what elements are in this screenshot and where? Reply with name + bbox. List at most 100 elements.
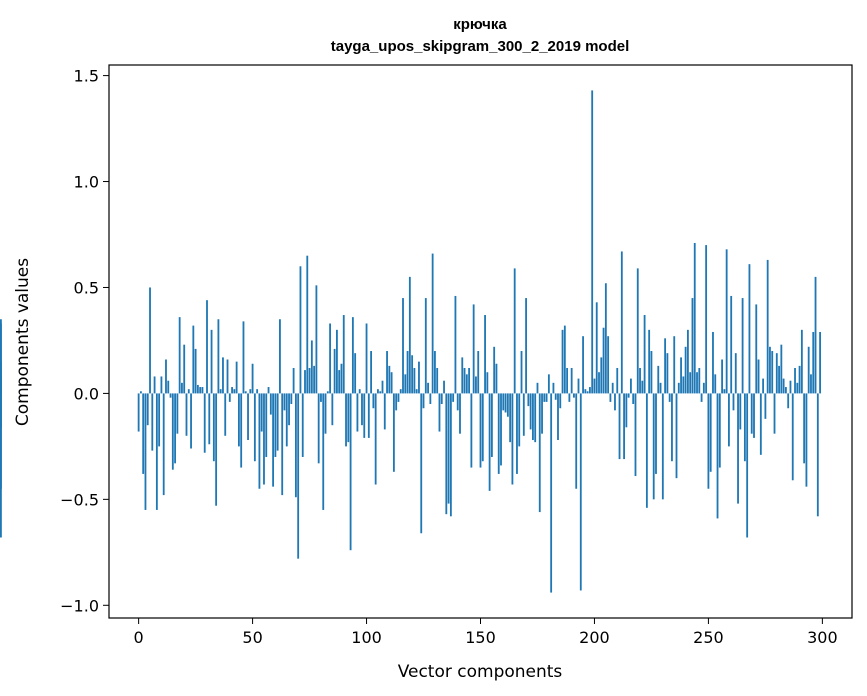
bar: [351, 317, 354, 394]
bar: [575, 393, 578, 489]
bar: [399, 389, 402, 394]
bar: [443, 380, 445, 394]
bar: [288, 393, 290, 426]
bar: [529, 393, 532, 430]
bar: [607, 336, 610, 394]
bar: [281, 393, 284, 496]
bar: [488, 393, 491, 491]
bar: [516, 393, 518, 474]
chart-title: крючка: [453, 16, 507, 33]
bar: [771, 351, 774, 394]
bar: [502, 393, 505, 411]
bar: [677, 382, 680, 394]
bar: [304, 370, 306, 394]
bar: [648, 329, 651, 394]
bar: [707, 393, 710, 489]
bar: [326, 391, 329, 394]
bar: [219, 389, 222, 394]
bar: [725, 249, 728, 394]
bar: [155, 393, 158, 510]
bar: [759, 393, 762, 455]
y-axis-label: Components values: [13, 258, 33, 426]
bar: [274, 393, 277, 457]
bar: [543, 393, 546, 402]
bar: [812, 331, 815, 394]
bar: [661, 393, 664, 500]
bar: [422, 393, 425, 409]
bar: [301, 393, 304, 457]
bar: [618, 393, 621, 460]
bar: [381, 380, 384, 394]
bar: [611, 382, 614, 394]
bar: [591, 90, 594, 394]
bar: [700, 393, 703, 402]
bar: [338, 370, 341, 394]
bar: [636, 268, 639, 394]
bar: [392, 393, 395, 472]
bar: [477, 351, 480, 394]
bar: [577, 378, 580, 394]
bar: [762, 378, 765, 394]
bar: [212, 393, 215, 462]
bar: [586, 391, 589, 394]
x-tick-label: 250: [693, 628, 724, 647]
bar: [146, 393, 149, 426]
bar: [511, 393, 514, 485]
bar: [716, 393, 719, 519]
bar: [807, 346, 810, 394]
x-tick-label: 150: [465, 628, 496, 647]
bar: [652, 393, 655, 500]
bar: [816, 393, 819, 517]
bar: [655, 393, 657, 474]
bar: [757, 359, 760, 394]
bar: [395, 393, 398, 411]
bar: [730, 295, 733, 394]
bar: [267, 387, 270, 394]
bar: [349, 393, 352, 551]
bar: [810, 374, 812, 394]
y-tick-label: 1.0: [74, 173, 99, 192]
bar: [787, 393, 790, 409]
bar: [158, 393, 161, 447]
bar: [402, 298, 404, 394]
bar: [322, 393, 325, 510]
bar: [169, 393, 172, 398]
bar: [495, 363, 498, 394]
bar: [566, 367, 569, 394]
bar: [445, 393, 448, 515]
bar: [260, 393, 263, 432]
bar: [285, 393, 288, 447]
bar: [616, 367, 619, 394]
bar: [247, 393, 249, 441]
bar: [165, 359, 167, 394]
x-tick-label: 300: [807, 628, 838, 647]
bar: [604, 283, 607, 394]
bar: [723, 389, 726, 394]
bar: [386, 351, 388, 394]
x-tick-label: 0: [134, 628, 144, 647]
bar: [538, 393, 541, 513]
bar: [144, 393, 147, 510]
bar: [276, 393, 279, 451]
bar: [534, 393, 537, 443]
bar: [424, 298, 427, 394]
bar: [525, 298, 527, 394]
bar: [732, 393, 735, 411]
bar: [383, 393, 386, 430]
bar: [324, 393, 327, 434]
bar: [320, 393, 322, 402]
bar: [242, 321, 245, 394]
bar: [739, 393, 742, 430]
bar: [570, 367, 573, 394]
bar: [449, 393, 452, 517]
bar: [171, 393, 174, 470]
axis-ticks: 0 50 100 150 200 250 300 −1.0 −0.5 0.0 0.5 1.0 1.5: [60, 67, 838, 647]
bar: [673, 336, 676, 394]
bar: [269, 393, 272, 415]
bar: [379, 391, 382, 394]
bar: [345, 393, 347, 447]
bar: [595, 302, 598, 394]
bar: [766, 259, 769, 394]
bar: [367, 393, 370, 438]
bar: [0, 393, 2, 428]
